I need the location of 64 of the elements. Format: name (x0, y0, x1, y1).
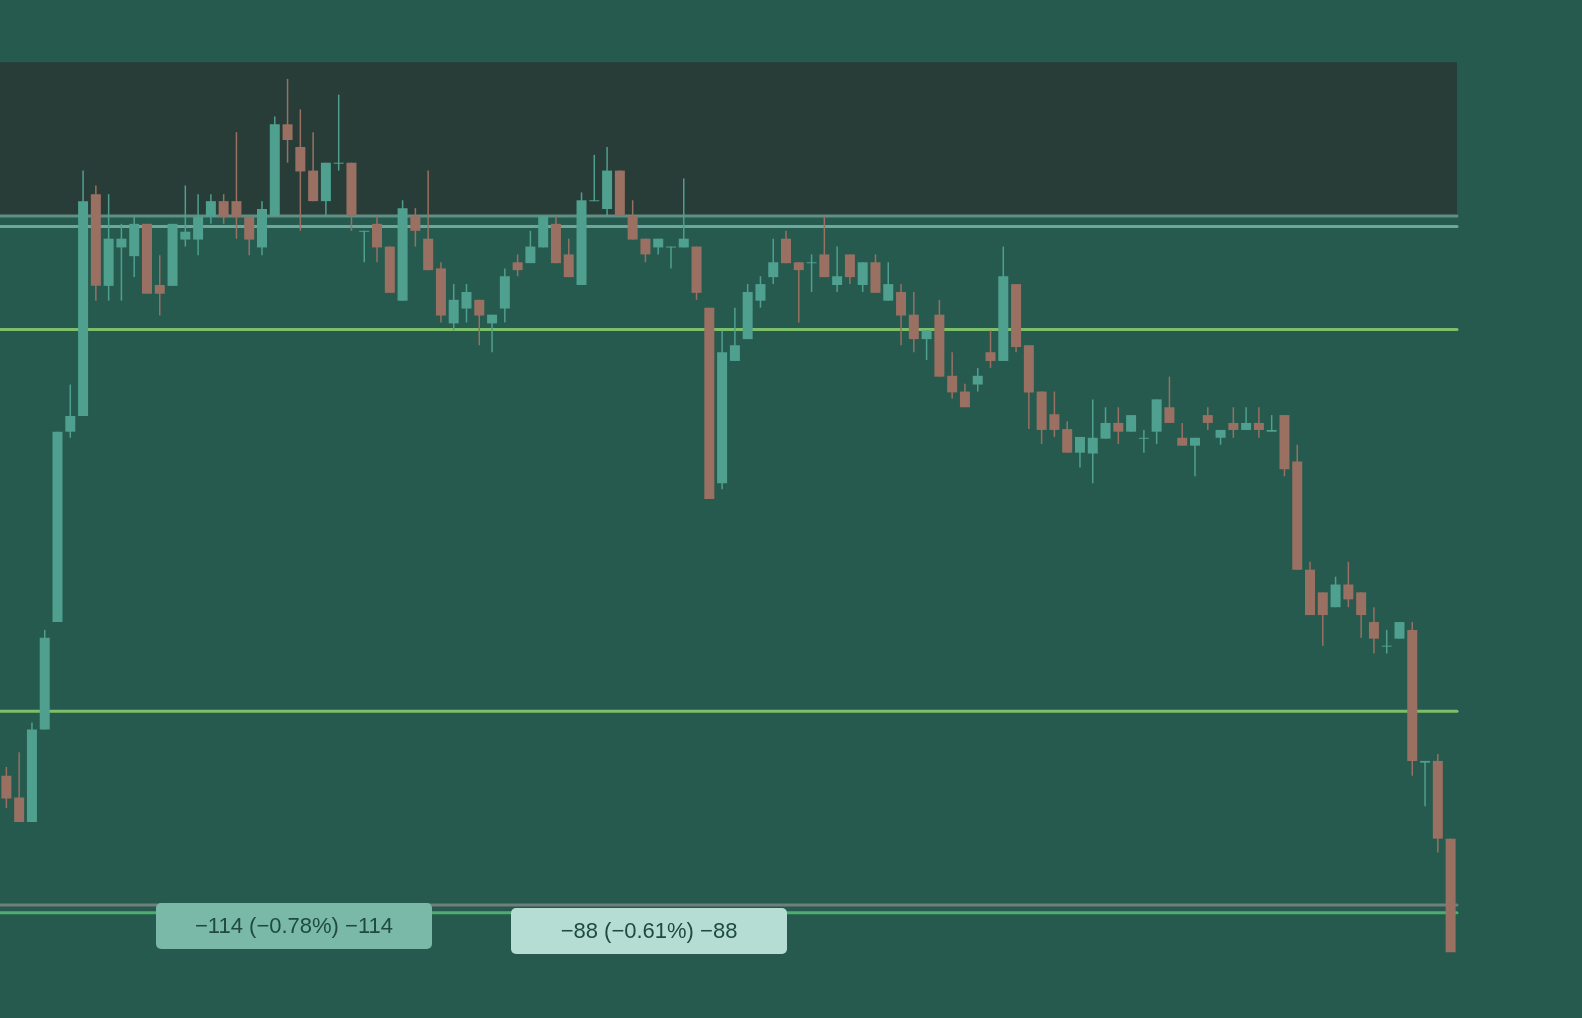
candlestick (768, 237, 779, 285)
candlestick (844, 253, 855, 285)
candlestick (512, 253, 523, 277)
candlestick (116, 223, 127, 302)
candlestick (819, 215, 830, 278)
candlestick (282, 78, 293, 164)
candlestick (563, 237, 574, 278)
candlestick (1113, 406, 1124, 445)
candlestick (1330, 575, 1341, 608)
candlestick (244, 216, 255, 257)
candlestick (1074, 436, 1085, 469)
candlestick (832, 245, 843, 293)
candlestick (1343, 561, 1354, 608)
candlestick (1202, 406, 1213, 431)
candlestick (1420, 760, 1431, 808)
candlestick (1190, 437, 1200, 477)
candlestick (218, 193, 229, 225)
candlestick (1087, 398, 1098, 484)
candlestick (231, 131, 242, 240)
candlestick (487, 313, 498, 353)
candlestick (410, 207, 421, 248)
candlestick (1368, 606, 1379, 655)
candlestick (921, 329, 932, 361)
candlestick (729, 306, 740, 362)
candlestick (474, 299, 485, 346)
candlestick (1062, 420, 1073, 454)
candlestick (857, 261, 868, 293)
candlestick (665, 245, 676, 270)
candlestick (1356, 591, 1367, 639)
candlestick (1381, 629, 1392, 655)
candlestick (1228, 406, 1239, 439)
candlestick (1049, 390, 1060, 438)
candlestick (972, 367, 983, 393)
candlestick (678, 177, 689, 249)
candlestick (1317, 591, 1328, 647)
candlestick (448, 283, 459, 332)
candlestick (180, 184, 191, 248)
measurement-label: −88 (−0.61%) −88 (511, 908, 787, 954)
candlestick (896, 283, 907, 346)
candlestick (985, 329, 996, 369)
candlestick (359, 230, 370, 264)
candlestick (461, 283, 472, 324)
candlestick (589, 154, 600, 202)
candlestick (1241, 406, 1252, 431)
candlestick (525, 230, 536, 264)
candlestick (1138, 429, 1149, 454)
candlestick (1100, 406, 1111, 440)
candlestick (205, 193, 216, 225)
candlestick (1177, 422, 1188, 447)
candlestick (154, 254, 165, 317)
candlestick (947, 351, 958, 400)
candlestick (1, 766, 12, 809)
candlestick (65, 383, 76, 439)
candlestick (1253, 406, 1264, 439)
measurement-label: −114 (−0.78%) −114 (156, 903, 432, 949)
candlestick (333, 93, 344, 172)
candlestick (372, 215, 383, 264)
candlestick (806, 253, 817, 293)
candlestick (883, 261, 894, 302)
candlestick (627, 199, 638, 241)
candlestick (755, 275, 766, 309)
candlestick (1164, 375, 1175, 424)
candlestick (193, 193, 204, 257)
candlestick (793, 261, 804, 324)
